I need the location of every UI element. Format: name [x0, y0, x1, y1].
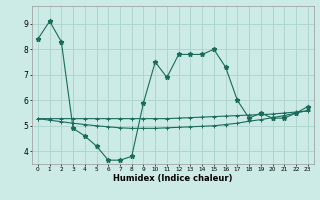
X-axis label: Humidex (Indice chaleur): Humidex (Indice chaleur): [113, 174, 233, 183]
